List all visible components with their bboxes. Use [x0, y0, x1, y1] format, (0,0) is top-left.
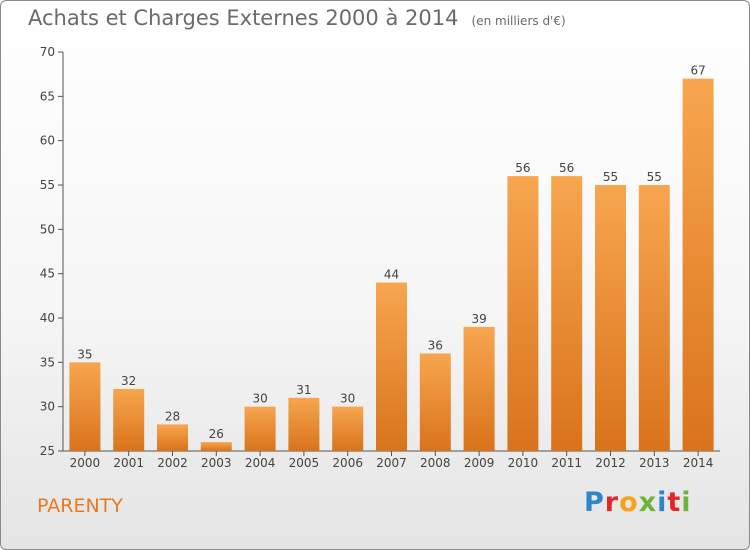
value-label-2010: 56: [515, 161, 530, 175]
value-label-2005: 31: [296, 383, 311, 397]
logo-letter: o: [619, 487, 639, 518]
y-tick-label: 45: [40, 267, 55, 281]
value-label-2004: 30: [252, 392, 267, 406]
value-label-2011: 56: [559, 161, 574, 175]
x-tick-label: 2005: [289, 456, 320, 470]
x-tick-label: 2004: [245, 456, 276, 470]
bar-2003: [200, 442, 232, 451]
value-label-2001: 32: [121, 374, 136, 388]
value-label-2006: 30: [340, 392, 355, 406]
value-labels: 35 32 28 26 30 31 30 44 36 39 56 56 55 55 67: [77, 64, 705, 442]
bar-2004: [244, 406, 276, 451]
logo-letter: r: [604, 487, 620, 518]
bar-2005: [288, 397, 320, 451]
bar-2007: [376, 282, 407, 451]
y-tick-label: 40: [40, 311, 55, 325]
value-label-2013: 55: [647, 170, 662, 184]
bar-2008: [419, 353, 451, 451]
logo-letter: i: [681, 487, 692, 518]
value-label-2012: 55: [603, 170, 618, 184]
x-tick-label: 2006: [332, 456, 363, 470]
axes: 25 30 35 40 45 50 55 60 65 70 2000 2001 2002 2003 2004…: [40, 45, 720, 470]
x-tick-label: 2000: [70, 456, 101, 470]
x-tick-label: 2007: [376, 456, 407, 470]
x-tick-label: 2002: [157, 456, 188, 470]
logo-letter: t: [667, 487, 682, 518]
y-tick-label: 50: [40, 222, 55, 236]
proxiti-logo: Proxiti: [584, 487, 692, 518]
bar-2006: [332, 406, 364, 451]
bar-2011: [551, 176, 583, 451]
commune-name: PARENTY: [37, 495, 123, 517]
x-tick-label: 2009: [464, 456, 495, 470]
x-tick-label: 2003: [201, 456, 232, 470]
chart-title-block: Achats et Charges Externes 2000 à 2014 (…: [28, 6, 566, 30]
logo-letter: i: [657, 487, 668, 518]
bar-2012: [595, 185, 626, 451]
bar-2010: [507, 176, 539, 451]
logo-letter: x: [638, 487, 658, 518]
y-tick-label: 35: [40, 355, 55, 369]
y-tick-label: 30: [40, 400, 55, 414]
y-tick-label: 55: [40, 178, 55, 192]
x-tick-label: 2001: [113, 456, 144, 470]
x-tick-label: 2011: [551, 456, 582, 470]
y-tick-label: 60: [40, 134, 55, 148]
value-label-2008: 36: [428, 338, 443, 352]
x-tick-label: 2014: [683, 456, 714, 470]
y-tick-label: 25: [40, 444, 55, 458]
bar-2013: [638, 185, 670, 451]
value-label-2002: 28: [165, 409, 180, 423]
value-label-2003: 26: [209, 427, 224, 441]
value-label-2014: 67: [690, 64, 705, 78]
bar-2001: [113, 388, 145, 451]
value-label-2000: 35: [77, 347, 92, 361]
bars: [69, 78, 714, 451]
x-tick-label: 2010: [508, 456, 539, 470]
value-label-2009: 39: [471, 312, 486, 326]
logo-letter: P: [584, 487, 605, 518]
bar-2000: [69, 362, 101, 451]
x-tick-label: 2012: [595, 456, 626, 470]
chart-title: Achats et Charges Externes 2000 à 2014: [28, 6, 459, 30]
bar-2002: [157, 424, 188, 451]
y-tick-label: 65: [40, 89, 55, 103]
x-tick-label: 2008: [420, 456, 451, 470]
bar-2009: [463, 326, 495, 451]
chart-unit: (en milliers d'€): [471, 14, 566, 28]
bar-2014: [682, 78, 714, 451]
y-tick-label: 70: [40, 45, 55, 59]
x-tick-label: 2013: [639, 456, 670, 470]
value-label-2007: 44: [384, 268, 399, 282]
